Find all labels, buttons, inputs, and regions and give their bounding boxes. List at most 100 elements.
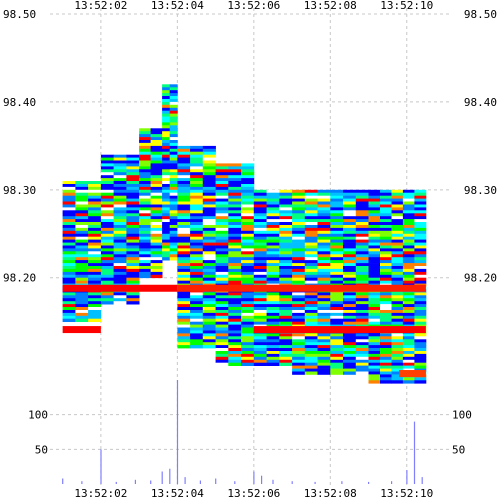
x-tick-label-bottom: 13:52:06	[227, 487, 280, 500]
heatmap-cell	[177, 321, 191, 325]
heatmap-cell	[414, 227, 427, 232]
heatmap-cell	[215, 207, 229, 211]
heatmap-cell	[317, 271, 331, 276]
heatmap-cell	[75, 201, 89, 205]
heatmap-cell	[88, 307, 102, 311]
heatmap-cell	[177, 230, 191, 235]
heatmap-cell	[279, 225, 293, 229]
heatmap-cell	[414, 201, 427, 205]
heatmap-cell	[228, 163, 242, 167]
heatmap-cell	[355, 351, 369, 355]
heatmap-cell	[304, 353, 318, 358]
heatmap-cell	[150, 260, 163, 264]
heatmap-cell	[190, 271, 204, 276]
heatmap-cell	[228, 312, 242, 317]
heatmap-cell	[304, 318, 318, 322]
heatmap-cell	[162, 242, 171, 246]
heatmap-cell	[317, 359, 331, 364]
heatmap-cell	[414, 195, 427, 199]
heatmap-cell	[402, 189, 415, 194]
heatmap-cell	[215, 260, 229, 264]
heatmap-cell	[391, 315, 404, 320]
heatmap-cell	[228, 233, 242, 238]
heatmap-cell	[228, 239, 242, 243]
heatmap-cell	[241, 175, 255, 179]
heatmap-cell	[88, 295, 102, 299]
heatmap-cell	[402, 257, 415, 261]
heatmap-cell	[162, 257, 171, 261]
heatmap-cell	[75, 260, 89, 264]
heatmap-cell	[113, 186, 127, 191]
heatmap-cell	[292, 268, 306, 273]
heatmap-cell	[169, 169, 178, 173]
heatmap-cell	[177, 157, 191, 161]
heatmap-cell	[414, 274, 427, 279]
heatmap-cell	[215, 345, 229, 349]
heatmap-cell	[402, 268, 415, 273]
heatmap-cell	[190, 198, 204, 202]
heatmap-cell	[113, 266, 127, 270]
heatmap-cell	[190, 345, 204, 349]
heatmap-cell	[150, 201, 163, 205]
heatmap-cell	[215, 257, 229, 261]
heatmap-cell	[304, 254, 318, 258]
heatmap-cell	[266, 245, 280, 249]
heatmap-cell	[355, 245, 369, 249]
heatmap-cell	[241, 353, 255, 358]
heatmap-cell	[380, 339, 392, 343]
heatmap-cell	[317, 321, 331, 325]
heatmap-cell	[177, 184, 191, 188]
heatmap-cell	[253, 312, 267, 317]
heatmap-cell	[75, 248, 89, 252]
heatmap-cell	[190, 181, 204, 185]
heatmap-cell	[253, 342, 267, 346]
heatmap-cell	[241, 225, 255, 229]
heatmap-cell	[150, 181, 163, 185]
heatmap-cell	[304, 248, 318, 252]
heatmap-cell	[343, 292, 357, 296]
heatmap-cell	[139, 195, 151, 199]
heatmap-cell	[304, 192, 318, 196]
heatmap-cell	[126, 251, 140, 255]
heatmap-cell	[279, 301, 293, 305]
heatmap-cell	[88, 257, 102, 261]
heatmap-cell	[402, 207, 415, 211]
heatmap-cell	[292, 236, 306, 240]
heatmap-cell	[414, 292, 427, 296]
heatmap-cell	[343, 304, 357, 308]
heatmap-cell	[190, 307, 204, 311]
heatmap-cell	[62, 280, 76, 284]
heatmap-cell	[126, 239, 140, 243]
heatmap-cell	[215, 166, 229, 170]
heatmap-cell	[177, 336, 191, 340]
heatmap-cell	[88, 274, 102, 279]
heatmap-cell	[241, 277, 255, 281]
heatmap-cell	[150, 222, 163, 226]
heatmap-cell	[368, 277, 381, 281]
heatmap-cell	[62, 312, 76, 317]
heatmap-cell	[177, 189, 191, 194]
heatmap-cell	[100, 225, 114, 229]
heatmap-cell	[368, 374, 381, 378]
heatmap-cell	[304, 274, 318, 279]
heatmap-cell	[75, 301, 89, 305]
heatmap-cell	[402, 365, 415, 369]
heatmap-cell	[215, 225, 229, 229]
heatmap-cell	[162, 101, 171, 106]
heatmap-cell	[391, 380, 404, 384]
heatmap-cell	[266, 257, 280, 261]
heatmap-cell	[391, 271, 404, 276]
heatmap-cell	[177, 198, 191, 202]
heatmap-cell	[266, 292, 280, 296]
heatmap-cell	[228, 227, 242, 232]
heatmap-cell	[266, 333, 280, 337]
heatmap-cell	[169, 107, 178, 112]
heatmap-cell	[241, 248, 255, 252]
heatmap-cell	[402, 201, 415, 205]
heatmap-cell	[228, 207, 242, 211]
heatmap-cell	[241, 227, 255, 232]
heatmap-cell	[253, 263, 267, 267]
heatmap-cell	[253, 260, 267, 264]
heatmap-cell	[177, 251, 191, 255]
heatmap-cell	[391, 236, 404, 240]
